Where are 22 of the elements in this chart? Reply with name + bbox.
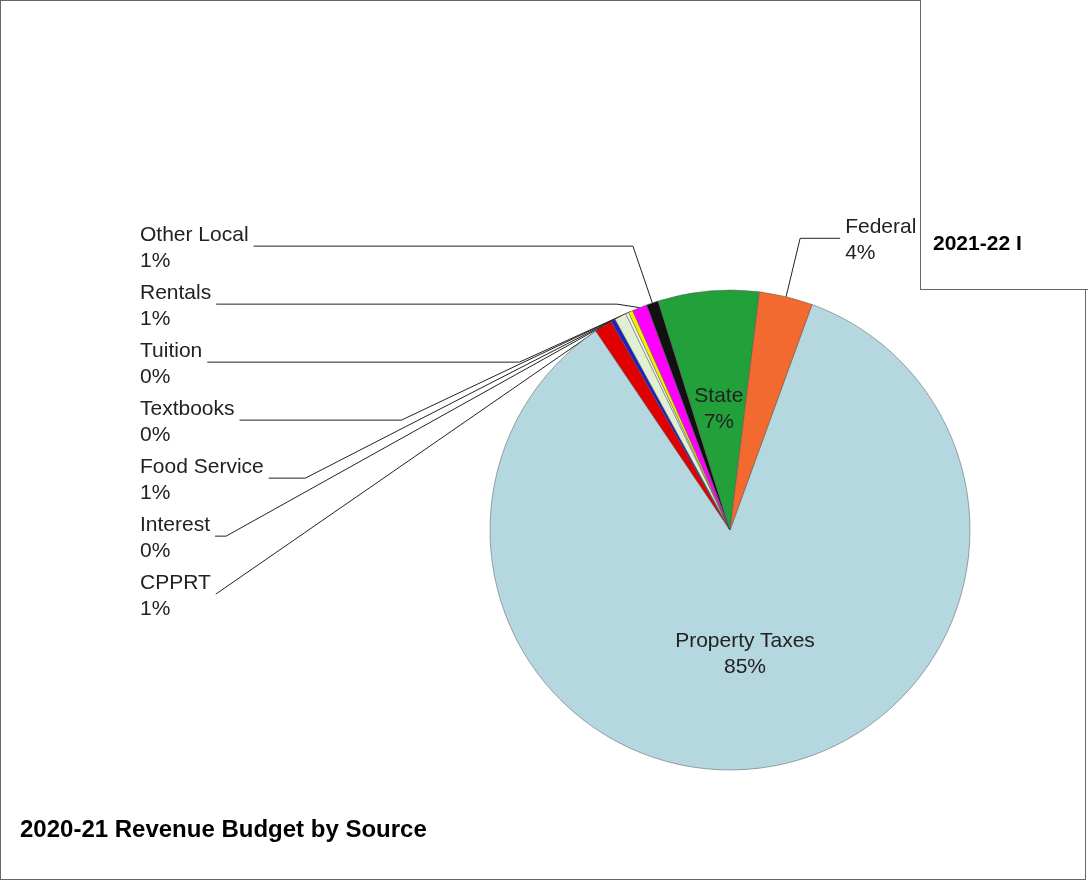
text: 2021-22 I bbox=[933, 231, 1022, 255]
slice-label: Rentals bbox=[140, 279, 212, 303]
data-label: 85% bbox=[723, 653, 767, 677]
data-label: 1% bbox=[140, 305, 171, 329]
data-label: 0% bbox=[140, 421, 171, 445]
data-label: 1% bbox=[140, 247, 171, 271]
slice-label: Textbooks bbox=[140, 395, 235, 419]
data-label: 7% bbox=[703, 409, 735, 433]
data-label: 4% bbox=[845, 239, 876, 263]
data-label: 0% bbox=[140, 363, 171, 387]
data-label: 1% bbox=[140, 479, 171, 503]
slice-label: Property Taxes bbox=[675, 627, 815, 651]
slice-label: CPPRT bbox=[140, 569, 211, 593]
slice-label: Food Service bbox=[140, 453, 264, 477]
slice-label: Other Local bbox=[140, 221, 249, 245]
data-label: 0% bbox=[140, 537, 171, 561]
slice-label: State bbox=[694, 383, 744, 407]
text: 2020-21 Revenue Budget by Source bbox=[20, 815, 427, 843]
slice-label: Federal bbox=[845, 213, 917, 237]
slice-label: Tuition bbox=[140, 337, 203, 361]
slice-label: Interest bbox=[140, 511, 211, 535]
data-label: 1% bbox=[140, 595, 171, 619]
